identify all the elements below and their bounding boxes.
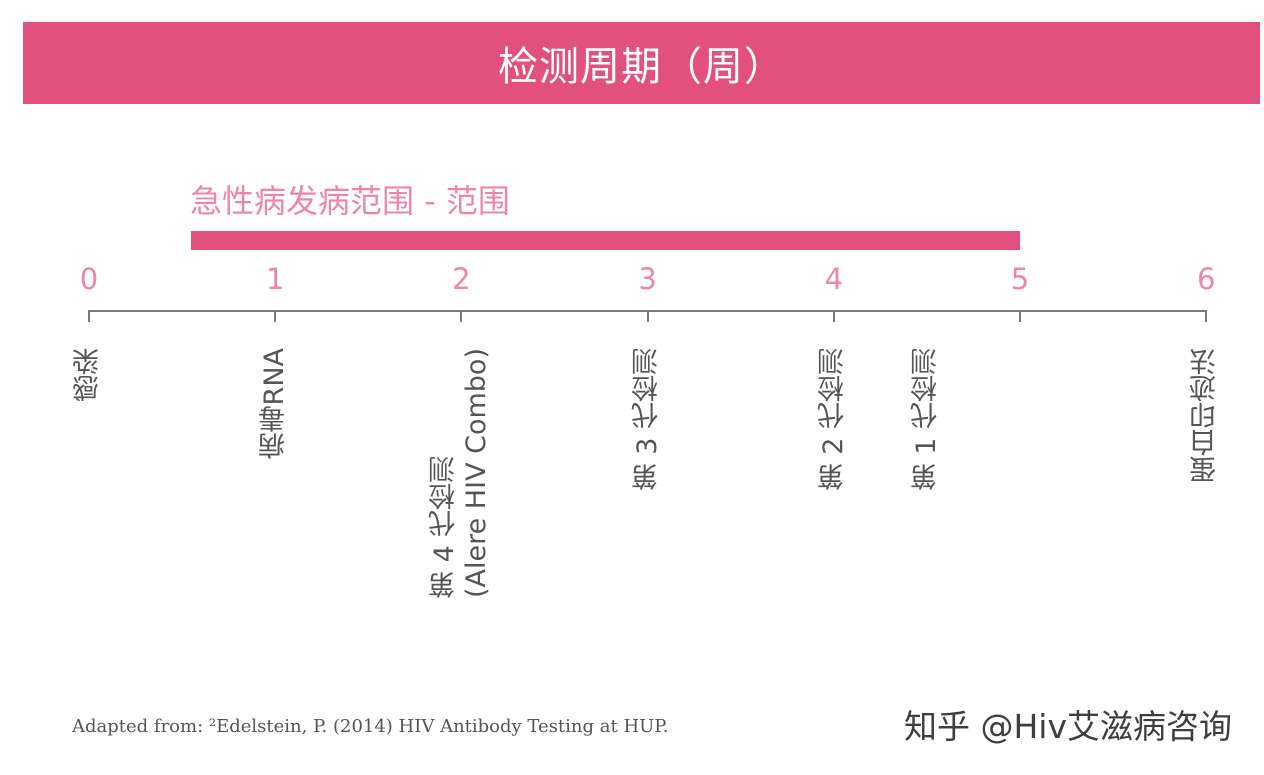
axis-tick [88,310,90,322]
event-label: 第 3 代检测 [632,348,664,490]
event-label: 第 1 代检测 [911,348,943,490]
event-label-line: 第 3 代检测 [631,348,663,491]
axis-tick-label: 6 [1196,262,1216,296]
axis-tick [460,310,463,322]
event-label: 第 2 代检测 [818,348,850,490]
axis-tick [1205,310,1208,322]
event-label-line: 病毒RNA [259,348,291,460]
axis-tick [832,310,835,322]
title-banner: 检测周期（周） [23,22,1260,104]
axis-tick-label: 2 [452,262,471,296]
axis-tick-label: 0 [79,262,99,296]
axis-tick-label: 3 [638,262,657,296]
range-label: 急性病发病范围 - 范围 [190,182,510,220]
axis-tick [1019,310,1021,322]
axis-tick [646,310,649,322]
source-citation: Adapted from: ²Edelstein, P. (2014) HIV … [72,716,669,737]
acute-range-bar [191,231,1020,250]
watermark: 知乎 @Hiv艾滋病咨询 [903,707,1232,746]
event-label-line: (Alere HIV Combo) [461,348,493,599]
event-label-line: 第 1 代检测 [910,348,942,491]
event-label: 第 4 代检测 (Alere HIV Combo) [429,348,493,598]
page-title: 检测周期（周） [498,44,785,90]
event-label-line: 蛋白印迹法 [1190,348,1222,483]
axis-tick-label: 5 [1010,262,1030,296]
axis-tick [274,310,277,322]
event-label: 感染 [73,348,105,402]
axis-tick-label: 1 [265,262,285,296]
event-label-line: 第 2 代检测 [817,348,849,491]
event-label: 病毒RNA [259,348,291,459]
event-label-line: 第 4 代检测 [429,455,461,599]
event-label-line: 感染 [73,348,104,402]
event-label: 蛋白印迹法 [1190,348,1222,483]
axis-tick-label: 4 [824,262,844,296]
